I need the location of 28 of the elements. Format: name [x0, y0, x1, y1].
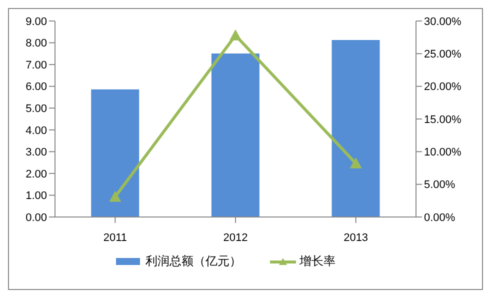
y2-tick-label: 10.00% [424, 146, 462, 159]
y-tick-label: 0.00 [26, 212, 47, 224]
y-tick-label: 6.00 [26, 81, 47, 94]
y2-tick-label: 15.00% [424, 114, 462, 126]
point [109, 190, 122, 202]
y-tick-label: 3.00 [26, 146, 47, 159]
x-tick-label: 2011 [103, 232, 127, 244]
legend-label: 增长率 [300, 253, 336, 270]
y-tick-label: 7.00 [26, 59, 47, 72]
y2-tick-label: 30.00% [424, 16, 462, 28]
bar [211, 53, 260, 217]
y2-tick-label: 25.00% [424, 48, 462, 61]
y-tick-label: 5.00 [26, 103, 47, 116]
y2-tick-label: 5.00% [424, 179, 456, 192]
y-tick-label: 8.00 [26, 38, 47, 50]
y-tick-label: 9.00 [26, 16, 47, 28]
y-tick-label: 2.00 [26, 168, 47, 180]
bar [91, 89, 140, 217]
y-tick-label: 1.00 [26, 190, 47, 202]
x-tick-label: 2013 [344, 232, 368, 244]
y2-tick-label: 20.00% [424, 81, 462, 94]
x-tick-label: 2012 [223, 232, 248, 244]
y2-tick-label: 0.00% [424, 212, 456, 224]
point [230, 29, 242, 40]
point [350, 157, 362, 168]
y-tick-label: 4.00 [26, 124, 47, 137]
bar [332, 40, 380, 217]
legend-label: 利润总额（亿元） [146, 253, 242, 270]
